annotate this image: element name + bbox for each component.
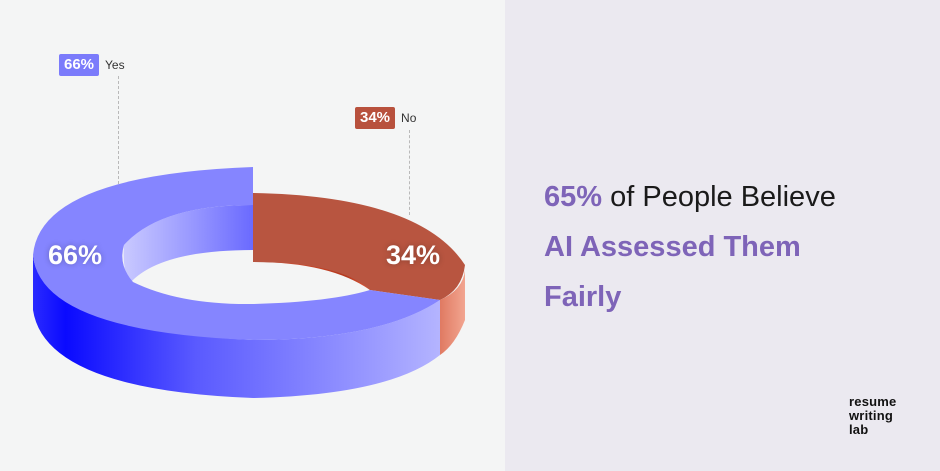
headline: 65% of People Believe AI Assessed Them F… bbox=[544, 172, 836, 322]
headline-highlight: 65% bbox=[544, 181, 603, 213]
callout-yes: 66% Yes bbox=[59, 54, 125, 76]
headline-panel bbox=[505, 0, 940, 471]
callout-yes-label: Yes bbox=[105, 58, 125, 72]
headline-line-1: 65% of People Believe bbox=[544, 172, 836, 222]
donut-chart bbox=[33, 167, 465, 398]
headline-line-3: Fairly bbox=[544, 281, 622, 313]
headline-line-1-rest: of People Believe bbox=[602, 181, 836, 213]
slice-no bbox=[253, 193, 465, 355]
logo-line-2: writing bbox=[849, 408, 894, 423]
callout-no-badge: 34% bbox=[355, 107, 396, 129]
callout-leader-yes bbox=[118, 76, 119, 184]
slice-yes-label: 66% bbox=[48, 240, 103, 270]
callout-yes-badge: 66% bbox=[59, 54, 100, 76]
headline-line-2: AI Assessed Them bbox=[544, 231, 801, 263]
logo-line-1: resume bbox=[849, 394, 897, 409]
slice-yes bbox=[33, 167, 440, 398]
slice-no-label: 34% bbox=[386, 240, 441, 270]
callout-no: 34% No bbox=[355, 107, 416, 129]
callout-no-label: No bbox=[401, 111, 417, 125]
callout-leader-no bbox=[409, 130, 410, 215]
logo-line-3: lab bbox=[849, 422, 869, 437]
brand-logo: resume writing lab bbox=[849, 395, 896, 437]
